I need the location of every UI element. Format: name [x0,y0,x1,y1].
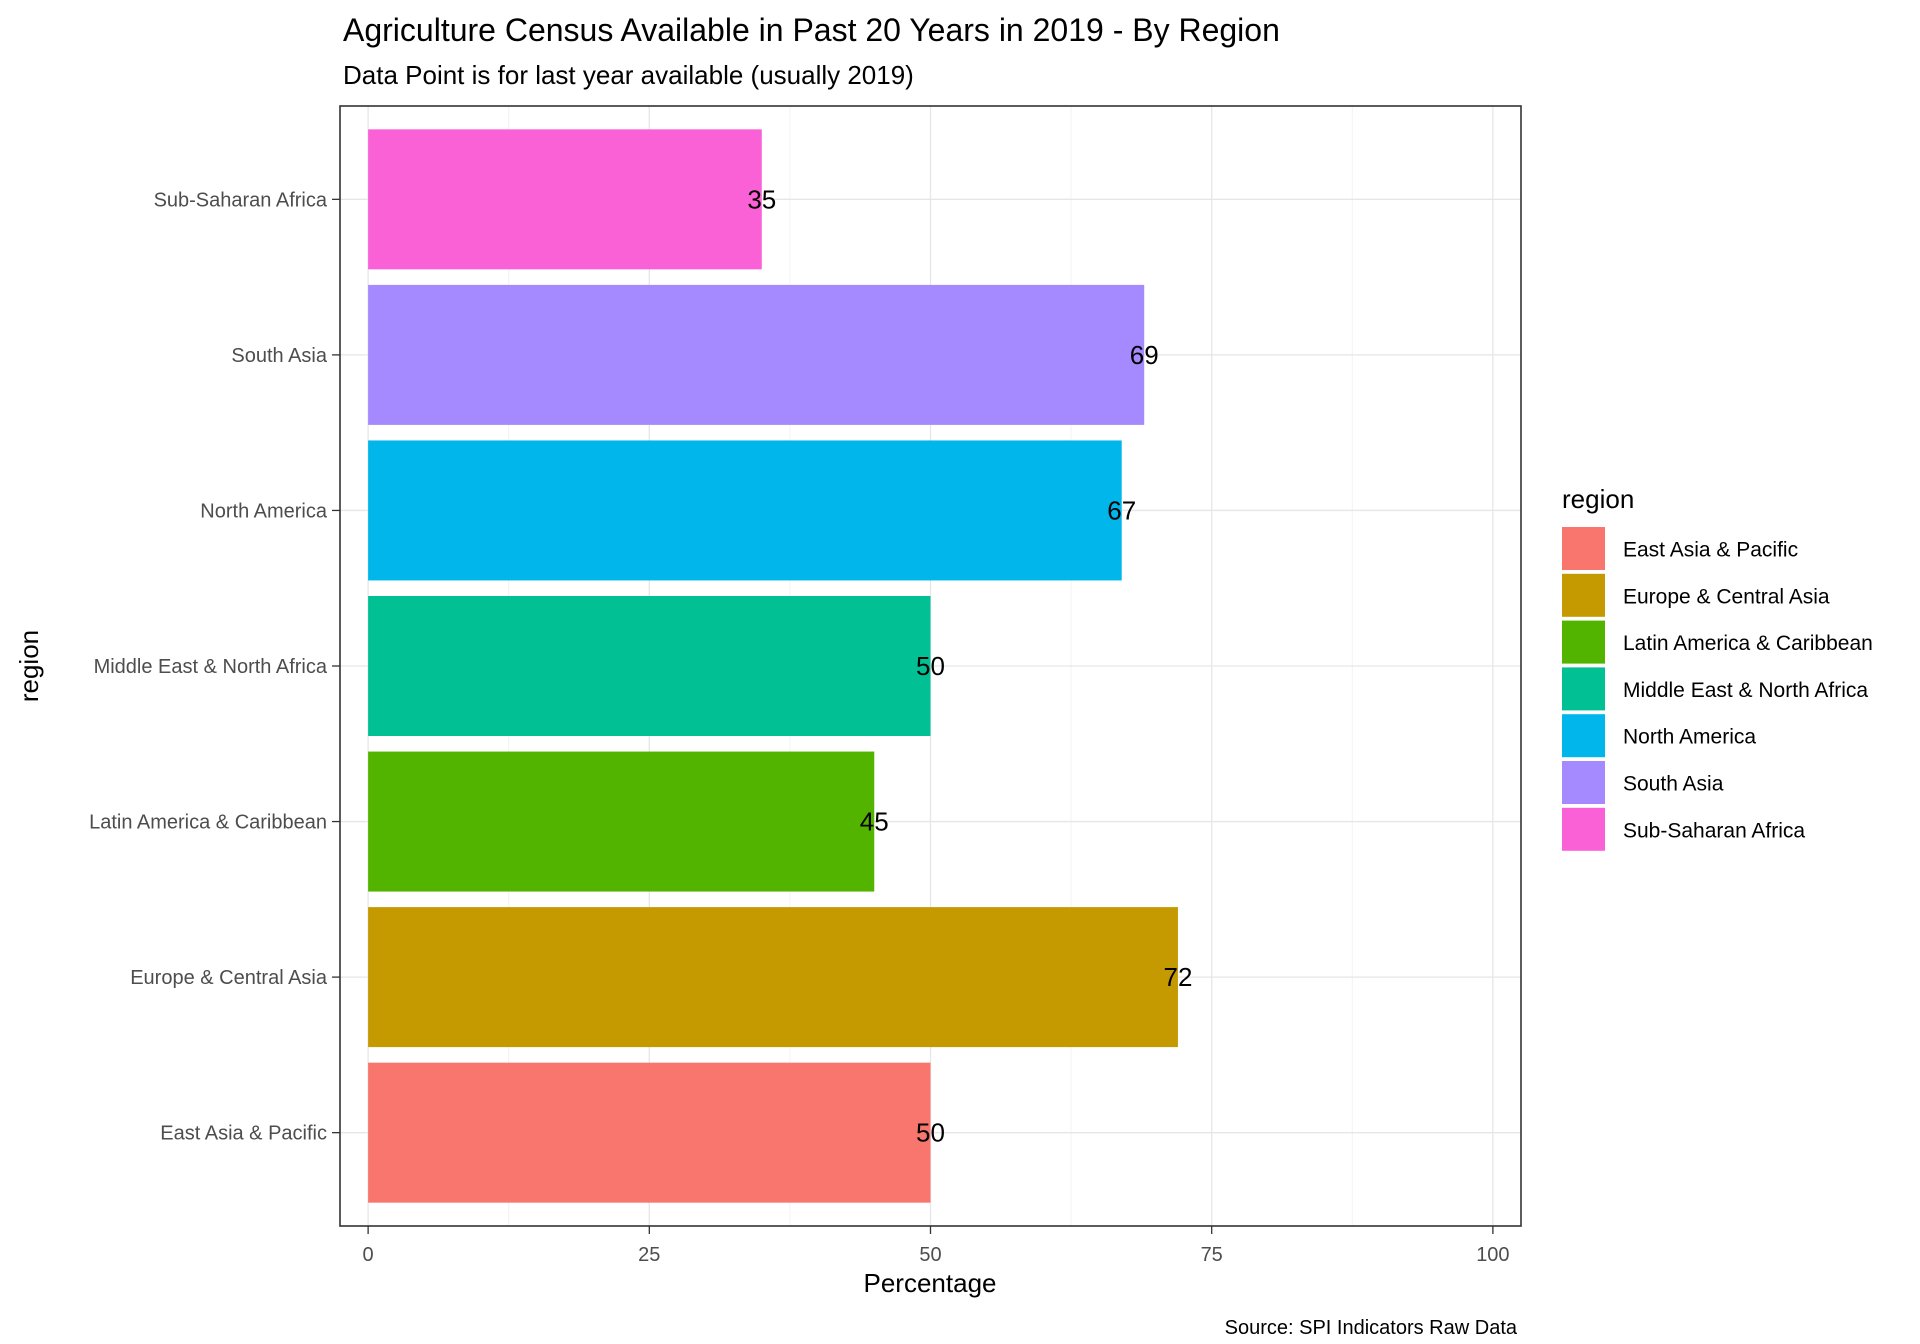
bar [368,440,1122,581]
legend-label: Latin America & Caribbean [1623,632,1873,655]
x-axis-title: Percentage [864,1268,997,1298]
chart-title: Agriculture Census Available in Past 20 … [343,12,1280,48]
x-tick-label: 75 [1201,1244,1223,1266]
x-tick-label: 0 [363,1244,374,1266]
bar [368,129,762,270]
x-tick-label: 50 [919,1244,941,1266]
chart-subtitle: Data Point is for last year available (u… [343,60,914,90]
legend-key [1562,714,1605,758]
data-label: 67 [1107,495,1136,525]
bars [368,129,1178,1203]
legend: region East Asia & Pacific Europe & Centr… [1562,484,1873,851]
y-tick-label: Sub-Saharan Africa [154,189,328,211]
bar [368,1062,931,1203]
legend-key [1562,527,1605,570]
data-label: 50 [916,651,945,681]
legend-key [1562,620,1605,664]
data-label: 72 [1163,962,1192,992]
legend-key [1562,807,1605,851]
bar [368,907,1178,1048]
legend-label: South Asia [1623,773,1724,796]
data-label: 50 [916,1118,945,1148]
x-tick-label: 25 [638,1244,660,1266]
y-tick-label: North America [200,500,328,522]
bar [368,751,875,892]
legend-key [1562,667,1605,711]
data-labels: 50 72 45 50 67 69 35 [747,184,1192,1147]
legend-label: Sub-Saharan Africa [1623,819,1805,842]
bar [368,284,1145,425]
data-label: 35 [747,184,776,214]
y-tick-label: East Asia & Pacific [160,1123,327,1145]
y-tick-label: Europe & Central Asia [130,967,328,989]
data-label: 45 [860,807,889,837]
chart-caption: Source: SPI Indicators Raw Data [1225,1317,1518,1339]
y-tick-label: Latin America & Caribbean [89,812,327,834]
data-label: 69 [1130,340,1159,370]
legend-label: Middle East & North Africa [1623,679,1868,702]
legend-key [1562,573,1605,617]
legend-label: East Asia & Pacific [1623,539,1798,562]
legend-title: region [1562,484,1634,514]
bar [368,596,931,736]
y-tick-label: Middle East & North Africa [94,656,328,678]
legend-key [1562,761,1605,804]
y-axis-title: region [14,630,44,702]
x-tick-label: 100 [1476,1244,1509,1266]
legend-label: North America [1623,726,1756,749]
y-tick-label: South Asia [231,345,328,367]
x-axis: 0 25 50 75 100 [363,1226,1510,1266]
y-axis: East Asia & Pacific Europe & Central Asia… [89,189,340,1145]
legend-label: Europe & Central Asia [1623,585,1830,608]
